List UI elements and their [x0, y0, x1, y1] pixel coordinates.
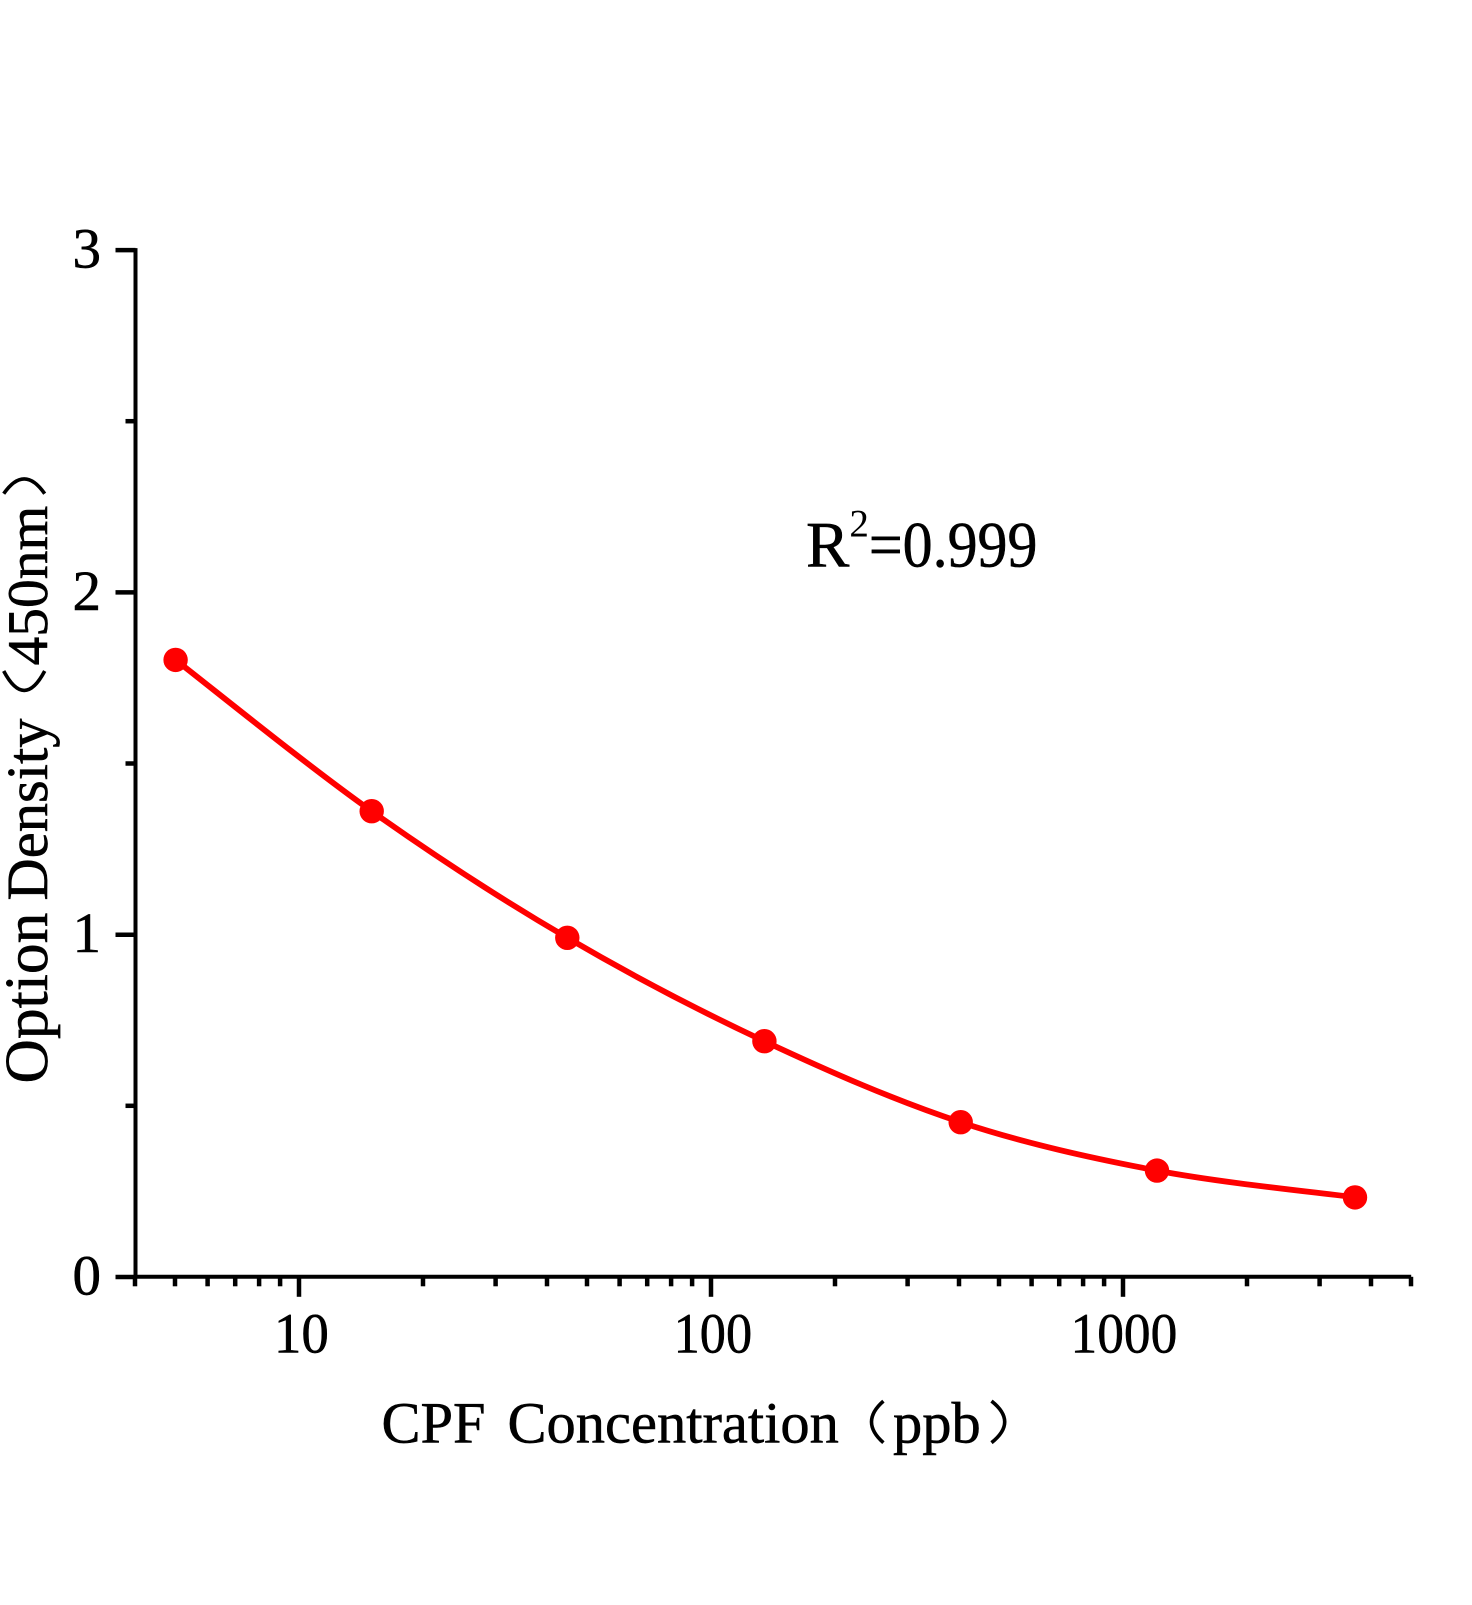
svg-text:0: 0	[73, 1245, 102, 1308]
svg-text:R: R	[806, 510, 850, 582]
svg-text:CPF: CPF	[382, 1391, 486, 1456]
svg-text:3: 3	[73, 218, 102, 281]
svg-text:100: 100	[674, 1303, 753, 1366]
svg-text:Density: Density	[0, 718, 60, 901]
svg-text:=0.999: =0.999	[869, 510, 1038, 582]
svg-text:1: 1	[73, 902, 102, 965]
svg-text:450nm: 450nm	[0, 506, 60, 666]
svg-text:1000: 1000	[1071, 1303, 1178, 1366]
svg-text:ppb: ppb	[893, 1391, 981, 1456]
svg-text:Concentration: Concentration	[508, 1391, 839, 1456]
svg-text:10: 10	[274, 1303, 329, 1366]
svg-text:Option: Option	[0, 913, 61, 1084]
svg-text:2: 2	[73, 560, 102, 623]
